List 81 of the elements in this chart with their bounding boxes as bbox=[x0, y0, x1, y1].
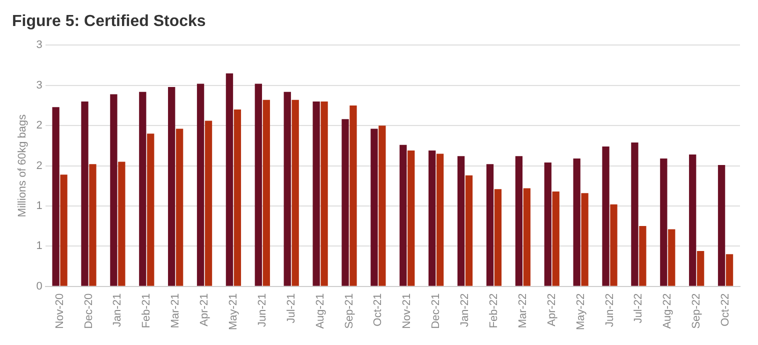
bar bbox=[718, 164, 726, 286]
bar bbox=[631, 142, 638, 286]
bar bbox=[378, 126, 386, 286]
y-tick-label: 1 bbox=[36, 200, 42, 212]
bar bbox=[428, 150, 436, 286]
x-tick-label: Jun-21 bbox=[256, 293, 268, 327]
bar bbox=[668, 229, 676, 286]
bar bbox=[60, 174, 68, 286]
x-tick-label: Dec-20 bbox=[82, 293, 95, 329]
bar bbox=[523, 188, 530, 286]
bar bbox=[660, 158, 668, 286]
x-tick-label: Oct-21 bbox=[372, 293, 384, 326]
bar bbox=[320, 101, 328, 286]
x-tick-label: Dec-21 bbox=[430, 293, 442, 329]
bar bbox=[494, 189, 502, 286]
bar bbox=[139, 92, 146, 286]
x-tick-label: Mar-21 bbox=[170, 293, 182, 328]
x-tick-label: Sep-22 bbox=[690, 293, 703, 329]
bar bbox=[110, 94, 118, 286]
bar bbox=[81, 101, 88, 286]
bar bbox=[234, 110, 242, 286]
bar bbox=[696, 250, 704, 286]
x-tick-label: May-21 bbox=[227, 293, 240, 330]
bar bbox=[457, 156, 465, 286]
bar bbox=[168, 86, 176, 286]
x-tick-label: Jul-21 bbox=[285, 293, 298, 324]
x-tick-label: Mar-22 bbox=[516, 293, 529, 328]
y-tick-label: 2 bbox=[36, 120, 42, 132]
x-tick-label: Feb-22 bbox=[488, 293, 500, 328]
bar bbox=[515, 156, 523, 286]
bar bbox=[52, 107, 60, 286]
x-tick-label: Sep-21 bbox=[343, 293, 356, 329]
bar bbox=[147, 134, 154, 286]
y-tick-label: 3 bbox=[36, 39, 42, 52]
bar bbox=[312, 101, 320, 286]
x-tick-label: Nov-20 bbox=[54, 293, 66, 329]
bar bbox=[204, 120, 212, 286]
bar bbox=[226, 73, 234, 286]
bar bbox=[544, 162, 552, 286]
x-tick-label: Jul-22 bbox=[632, 293, 645, 324]
bar bbox=[350, 105, 357, 286]
x-tick-label: Aug-21 bbox=[314, 293, 326, 329]
bar bbox=[262, 100, 270, 286]
bar bbox=[486, 164, 494, 286]
bar bbox=[581, 193, 588, 286]
x-tick-label: Jan-22 bbox=[459, 293, 472, 327]
bar bbox=[610, 204, 618, 286]
bar bbox=[602, 146, 610, 286]
bar bbox=[400, 144, 407, 286]
bar bbox=[726, 254, 734, 286]
y-tick-label: 2 bbox=[36, 160, 42, 172]
x-tick-label: Jun-22 bbox=[604, 293, 616, 327]
bar bbox=[689, 154, 696, 286]
chart-title: Figure 5: Certified Stocks bbox=[12, 13, 206, 30]
bar bbox=[465, 175, 473, 286]
x-tick-label: Apr-21 bbox=[198, 293, 211, 326]
x-tick-label: Apr-22 bbox=[546, 293, 558, 326]
bar bbox=[176, 128, 184, 286]
x-tick-label: May-22 bbox=[574, 293, 587, 330]
x-tick-label: Nov-21 bbox=[401, 293, 414, 329]
bar bbox=[196, 84, 204, 286]
y-tick-label: 3 bbox=[36, 79, 42, 92]
bar bbox=[408, 150, 415, 286]
bar bbox=[118, 162, 126, 286]
bar bbox=[89, 164, 96, 286]
bar bbox=[342, 119, 349, 286]
bar bbox=[370, 128, 378, 286]
bar bbox=[292, 100, 299, 286]
bar bbox=[639, 226, 646, 286]
bar bbox=[573, 158, 580, 286]
x-tick-label: Aug-22 bbox=[662, 293, 674, 329]
x-tick-label: Oct-22 bbox=[720, 293, 732, 326]
y-tick-label: 0 bbox=[36, 280, 42, 292]
x-tick-label: Jan-21 bbox=[112, 293, 124, 327]
y-axis-title: Millions of 60kg bags bbox=[16, 114, 29, 218]
bar bbox=[284, 92, 291, 286]
bar bbox=[254, 84, 262, 286]
x-tick-label: Feb-21 bbox=[140, 293, 153, 328]
y-tick-label: 1 bbox=[36, 240, 42, 252]
bar bbox=[552, 191, 560, 286]
bar bbox=[436, 154, 444, 286]
